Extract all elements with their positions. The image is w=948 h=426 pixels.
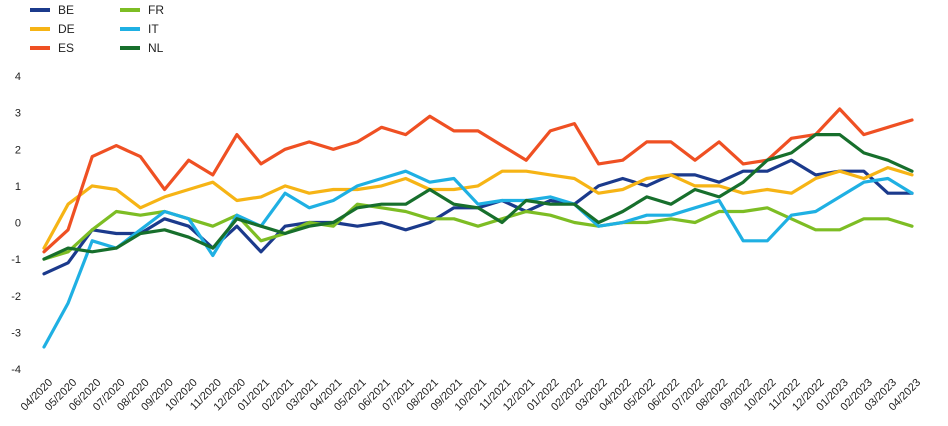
y-tick-label: 2 [15,144,21,156]
legend-label-it: IT [148,22,159,36]
legend-item-it: IT [120,21,159,37]
legend-label-es: ES [58,41,75,55]
series-line-nl [42,133,914,261]
y-tick-label: -3 [11,327,21,339]
y-tick-label: 3 [15,108,21,120]
legend-item-de: DE [30,21,75,37]
legend-swatch-de [30,27,50,31]
y-tick-label: 0 [15,218,21,230]
legend-swatch-be [30,8,50,12]
legend-swatch-es [30,46,50,50]
legend-swatch-nl [120,46,140,50]
legend-item-fr: FR [120,2,164,18]
series-lines [42,107,914,349]
y-tick-label: -4 [11,364,21,376]
legend-item-be: BE [30,2,74,18]
legend-label-nl: NL [148,41,164,55]
legend-item-nl: NL [120,40,163,56]
series-line-it [42,169,914,349]
series-line-es [42,107,914,254]
series-line-de [42,166,914,250]
legend-label-de: DE [58,22,75,36]
legend-swatch-it [120,27,140,31]
x-axis-ticks: 04/202005/202006/202007/202008/202009/20… [19,377,924,414]
y-tick-label: 1 [15,181,21,193]
y-axis-ticks: -4 -3 -2 -1 0 1 2 3 4 [11,71,21,376]
y-tick-label: 4 [15,71,21,83]
y-tick-label: -1 [11,254,21,266]
legend-swatch-fr [120,8,140,12]
legend-label-fr: FR [148,3,164,17]
y-tick-label: -2 [11,291,21,303]
legend-item-es: ES [30,40,74,56]
chart-legend: BE DE ES FR IT NL [30,2,250,62]
legend-label-be: BE [58,3,75,17]
